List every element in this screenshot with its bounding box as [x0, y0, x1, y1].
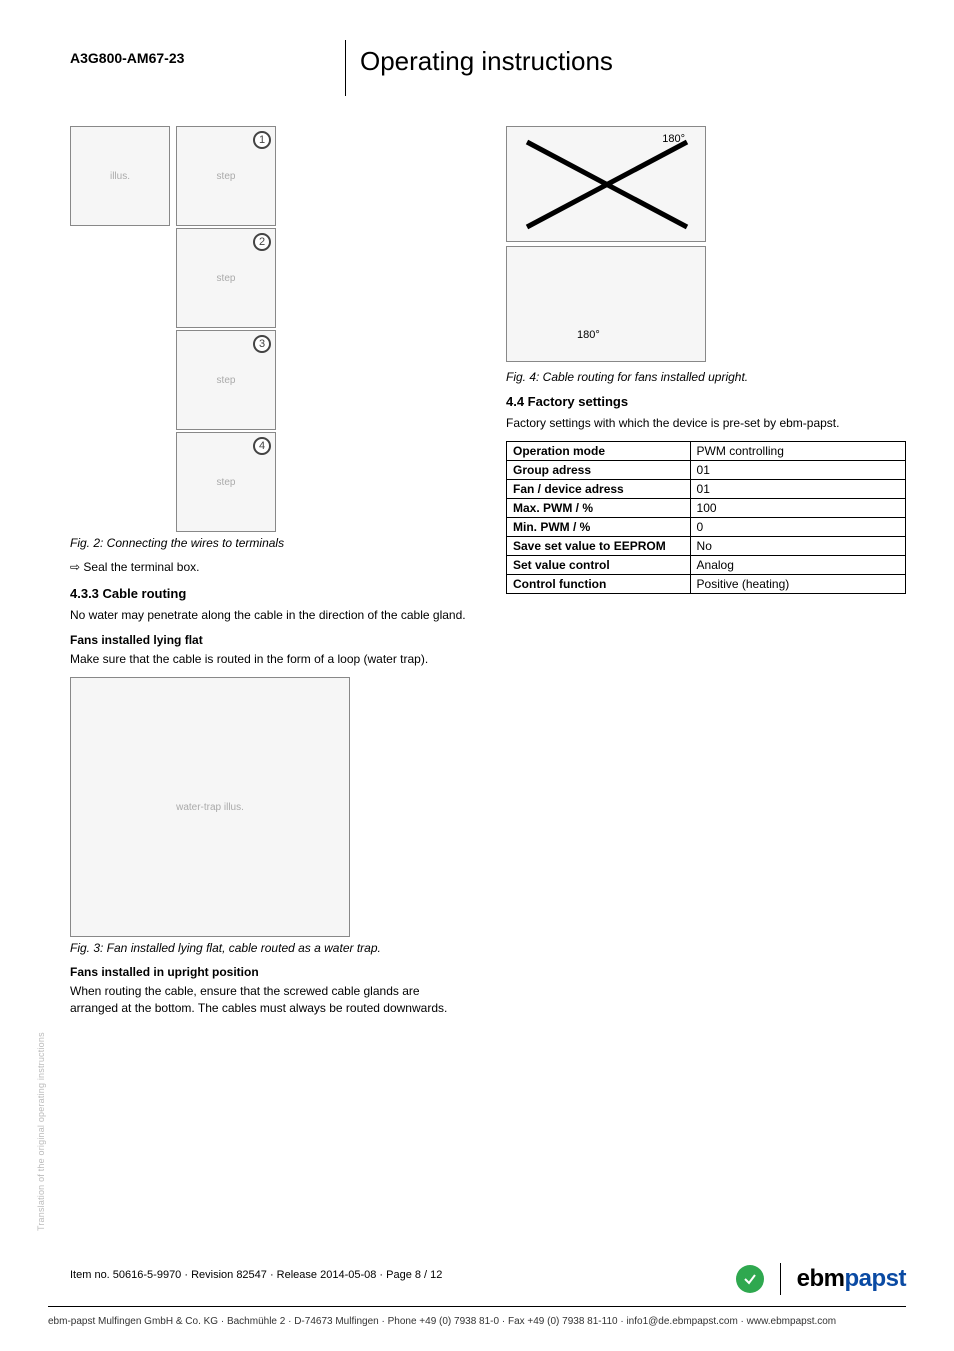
- logo-papst: papst: [844, 1265, 906, 1292]
- ebmpapst-logo: ebmpapst: [797, 1265, 906, 1293]
- footer-logo-area: ebmpapst: [736, 1263, 906, 1295]
- cell-val: Positive (heating): [690, 575, 905, 594]
- logo-separator: [780, 1263, 781, 1295]
- table-row: Fan / device adress01: [507, 480, 906, 499]
- cell-val: 0: [690, 518, 905, 537]
- factory-settings-table: Operation modePWM controlling Group adre…: [506, 441, 906, 594]
- fig2-row1: illus. step 1: [70, 126, 470, 226]
- figure-4-bottom: 180°: [506, 246, 706, 362]
- fig2-row3: step 3: [70, 330, 276, 430]
- figure-placeholder: illus.: [70, 126, 170, 226]
- right-column: 180° 180° Fig. 4: Cable routing for fans…: [506, 126, 906, 1026]
- figure-step-2: step 2: [176, 228, 276, 328]
- sub-flat: Fans installed lying flat: [70, 633, 470, 647]
- footer-rule: [48, 1306, 906, 1307]
- cross-icon: [507, 127, 707, 243]
- table-row: Set value controlAnalog: [507, 556, 906, 575]
- side-rotated-text: Translation of the original operating in…: [36, 1032, 46, 1231]
- cell-key: Save set value to EEPROM: [507, 537, 691, 556]
- footer-meta: Item no. 50616-5-9970 · Revision 82547 ·…: [70, 1269, 442, 1281]
- figure-step-1: step 1: [176, 126, 276, 226]
- table-row: Max. PWM / %100: [507, 499, 906, 518]
- page-header: A3G800-AM67-23 Operating instructions: [70, 40, 906, 96]
- fig3-caption: Fig. 3: Fan installed lying flat, cable …: [70, 941, 470, 955]
- cell-val: PWM controlling: [690, 442, 905, 461]
- fig4-caption: Fig. 4: Cable routing for fans installed…: [506, 370, 906, 384]
- logo-ebm: ebm: [797, 1265, 845, 1292]
- step-badge-4: 4: [253, 437, 271, 455]
- green-tech-badge: [736, 1265, 764, 1293]
- page-title: Operating instructions: [360, 40, 613, 77]
- section-44: 4.4 Factory settings: [506, 394, 906, 409]
- cell-val: 01: [690, 461, 905, 480]
- step-badge-1: 1: [253, 131, 271, 149]
- step-badge-3: 3: [253, 335, 271, 353]
- cell-key: Group adress: [507, 461, 691, 480]
- cell-key: Set value control: [507, 556, 691, 575]
- cell-val: Analog: [690, 556, 905, 575]
- footer-address: ebm-papst Mulfingen GmbH & Co. KG · Bach…: [48, 1316, 836, 1327]
- step-seal: Seal the terminal box.: [70, 560, 470, 574]
- angle-label-bottom: 180°: [577, 329, 600, 341]
- figure-step-3: step 3: [176, 330, 276, 430]
- figure-3: water-trap illus.: [70, 677, 350, 937]
- check-icon: [743, 1272, 757, 1286]
- figure-4-wrapper: 180° 180°: [506, 126, 706, 366]
- table-row: Control functionPositive (heating): [507, 575, 906, 594]
- table-row: Save set value to EEPROMNo: [507, 537, 906, 556]
- p-flat: Make sure that the cable is routed in th…: [70, 651, 470, 667]
- content-columns: illus. step 1 step 2 step 3 step: [70, 126, 906, 1026]
- table-row: Min. PWM / %0: [507, 518, 906, 537]
- section-433: 4.3.3 Cable routing: [70, 586, 470, 601]
- fig2-row4: step 4: [70, 432, 276, 532]
- fig2-caption: Fig. 2: Connecting the wires to terminal…: [70, 536, 470, 550]
- cell-val: 01: [690, 480, 905, 499]
- table-row: Operation modePWM controlling: [507, 442, 906, 461]
- table-row: Group adress01: [507, 461, 906, 480]
- cell-key: Max. PWM / %: [507, 499, 691, 518]
- figure-4-top: 180°: [506, 126, 706, 242]
- step-badge-2: 2: [253, 233, 271, 251]
- figure-step-4: step 4: [176, 432, 276, 532]
- cell-val: 100: [690, 499, 905, 518]
- cell-val: No: [690, 537, 905, 556]
- sub-upright: Fans installed in upright position: [70, 965, 470, 979]
- product-code: A3G800-AM67-23: [70, 40, 345, 66]
- header-separator: [345, 40, 346, 96]
- cell-key: Min. PWM / %: [507, 518, 691, 537]
- left-column: illus. step 1 step 2 step 3 step: [70, 126, 470, 1026]
- p-factory: Factory settings with which the device i…: [506, 415, 906, 431]
- cell-key: Operation mode: [507, 442, 691, 461]
- p-upright: When routing the cable, ensure that the …: [70, 983, 470, 1015]
- fig2-row2: step 2: [70, 228, 276, 328]
- p-nowater: No water may penetrate along the cable i…: [70, 607, 470, 623]
- cell-key: Fan / device adress: [507, 480, 691, 499]
- table-body: Operation modePWM controlling Group adre…: [507, 442, 906, 594]
- cell-key: Control function: [507, 575, 691, 594]
